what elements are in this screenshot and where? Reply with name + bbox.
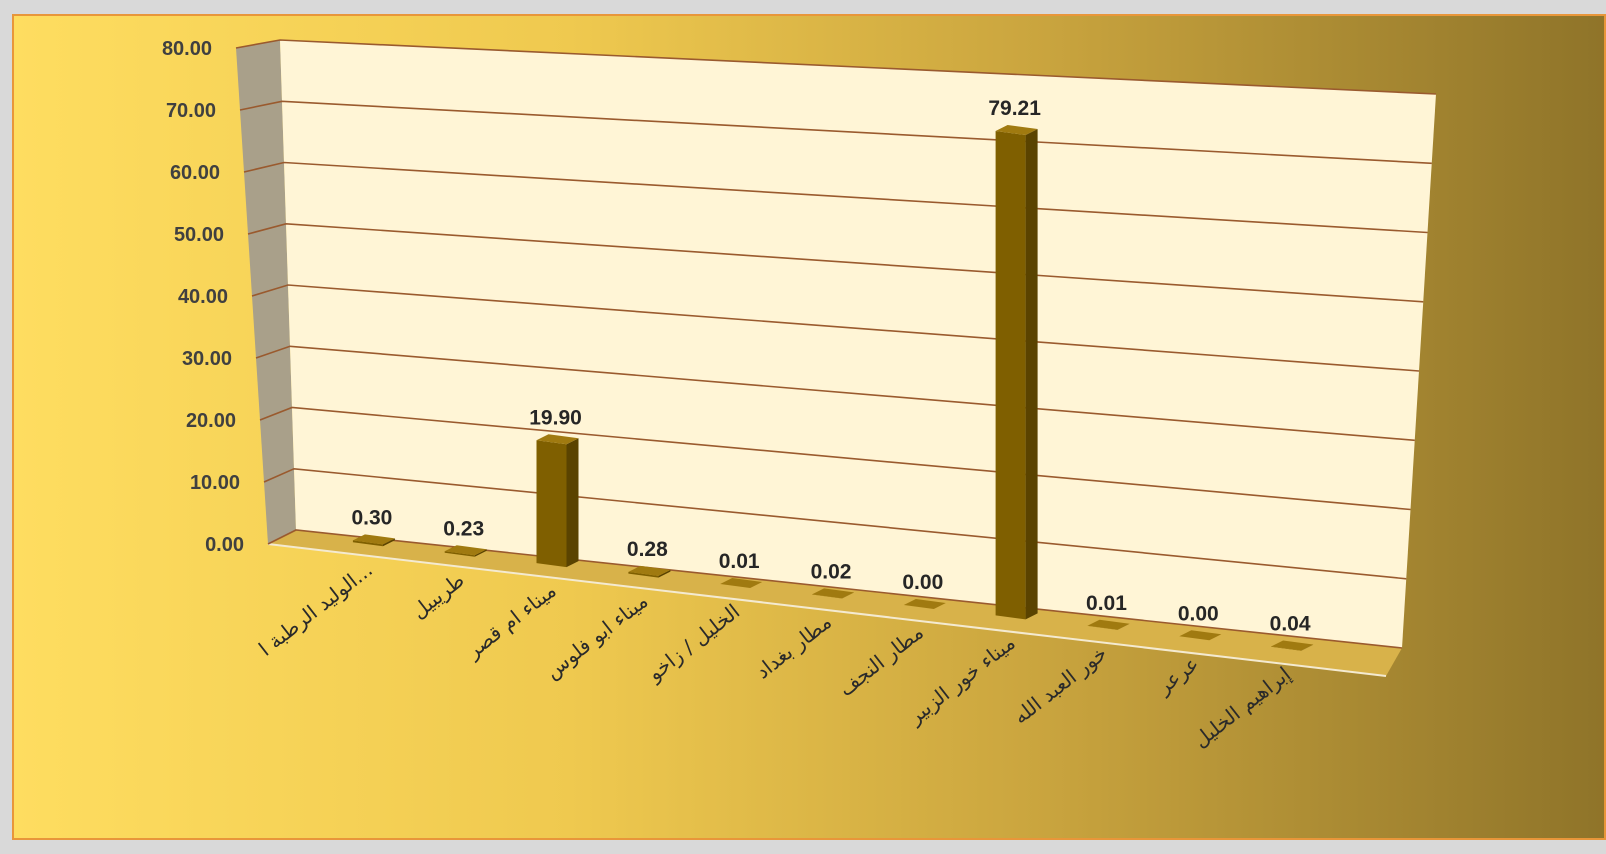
y-tick-label: 0.00 <box>205 534 244 556</box>
data-label: 0.00 <box>1178 602 1219 625</box>
data-labels: 0.30 0.23 19.90 0.28 0.01 0.02 0.00 79.21 0.01 0.… <box>351 97 1310 636</box>
bar-side <box>658 569 671 578</box>
y-axis: 0.00 10.00 20.00 30.00 40.00 50.00 60.00 70.00 8… <box>162 38 244 556</box>
bar-top <box>628 565 671 576</box>
data-label: 0.01 <box>719 550 760 573</box>
bar-side <box>1025 129 1038 620</box>
data-label: 0.01 <box>1086 592 1127 615</box>
gridline <box>251 284 1420 372</box>
bar <box>536 440 567 568</box>
bar-side <box>842 592 854 599</box>
category-label: مطار بغداد <box>751 610 836 684</box>
category-label: ميناء ام قصر <box>461 578 561 663</box>
bar-side <box>1301 644 1314 651</box>
y-tick-label: 80.00 <box>162 38 212 60</box>
bar-top <box>536 434 579 445</box>
bar <box>352 540 383 547</box>
x-axis-line <box>267 543 1387 677</box>
bar-side <box>474 549 487 557</box>
gridline <box>239 100 1432 165</box>
y-tick-label: 50.00 <box>174 224 224 246</box>
category-label: ميناء ابو فلوس <box>540 589 652 684</box>
bar-side <box>566 438 579 568</box>
data-label: 0.04 <box>1270 613 1311 636</box>
data-label: 0.00 <box>902 571 943 594</box>
bar <box>444 551 475 557</box>
category-label: الوليد الرطبة ا... <box>254 557 377 660</box>
bars <box>352 125 1314 651</box>
bar <box>628 571 659 578</box>
bar-side <box>382 538 395 547</box>
bar-top <box>444 545 487 556</box>
bar <box>1271 646 1302 651</box>
floor <box>268 530 1402 676</box>
data-label: 0.23 <box>443 517 484 540</box>
category-label: طريبيل <box>407 568 469 624</box>
gridline <box>243 161 1428 234</box>
gridline <box>259 406 1411 511</box>
bar <box>1087 625 1118 630</box>
y-tick-label: 10.00 <box>190 472 240 494</box>
y-tick-label: 60.00 <box>170 162 220 184</box>
bar-top <box>1271 640 1314 651</box>
data-label: 0.28 <box>627 538 668 561</box>
data-label: 19.90 <box>529 406 582 429</box>
bar-top <box>995 125 1038 135</box>
gridline <box>255 345 1415 442</box>
bar-top <box>903 599 946 609</box>
data-label: 0.30 <box>351 506 392 529</box>
category-label: خور العبد الله <box>1009 641 1112 729</box>
gridline <box>235 39 1437 95</box>
bar-top <box>1087 619 1130 630</box>
bar-top <box>812 588 854 599</box>
y-tick-label: 70.00 <box>166 100 216 122</box>
y-tick-label: 40.00 <box>178 286 228 308</box>
y-tick-label: 30.00 <box>182 348 232 370</box>
category-label: ميناء خور الزبير <box>903 630 1020 729</box>
category-label: عرعر <box>1152 651 1204 699</box>
bar-top <box>352 534 395 545</box>
bar-side <box>1117 623 1130 630</box>
bar-top <box>1179 630 1222 641</box>
y-tick-label: 20.00 <box>186 410 236 432</box>
data-label: 0.02 <box>811 560 852 583</box>
category-label: الخليل / زاخو <box>642 599 744 686</box>
bar <box>995 131 1026 620</box>
bar-top <box>720 578 763 588</box>
data-label: 79.21 <box>988 97 1041 120</box>
category-label: إبراهيم الخليل <box>1189 662 1296 753</box>
category-label: مطار النجف <box>834 620 928 701</box>
bar <box>812 594 842 599</box>
gridline <box>247 222 1424 303</box>
